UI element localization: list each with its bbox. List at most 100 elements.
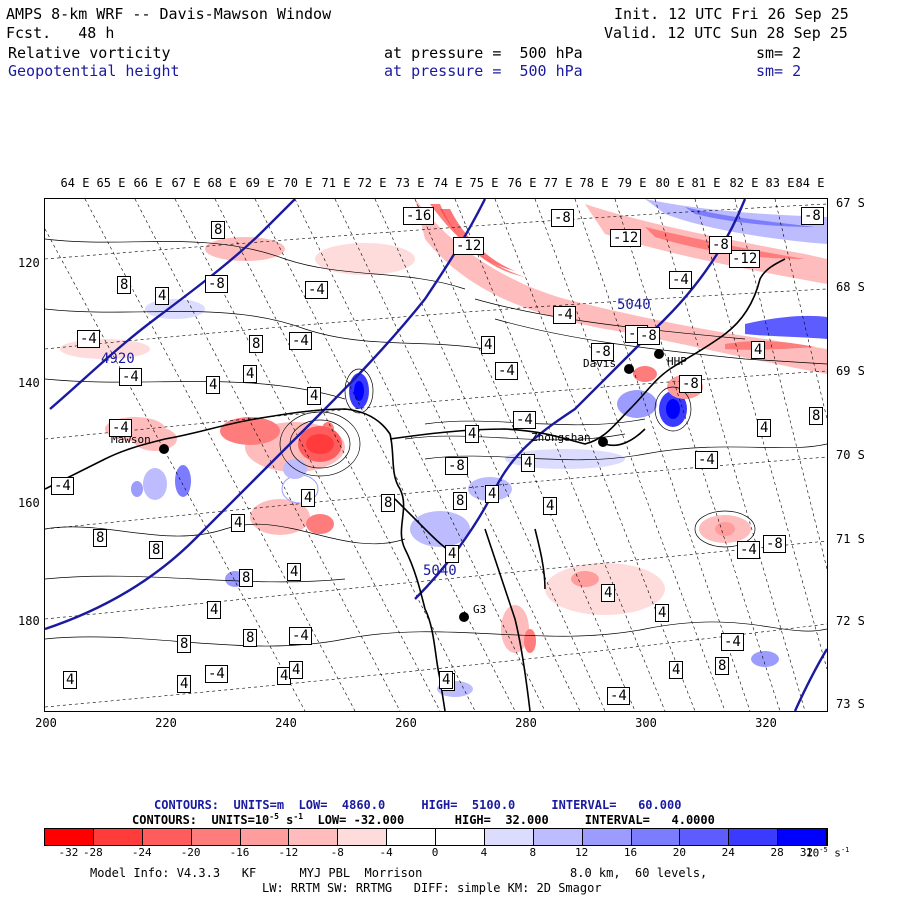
- colorbar-swatch: [240, 829, 290, 845]
- vorticity-value-label: -8: [709, 236, 732, 254]
- colorbar-swatch: [582, 829, 632, 845]
- longitude-label: 77 E: [543, 176, 573, 190]
- longitude-label: 75 E: [469, 176, 499, 190]
- colorbar-swatch: [289, 829, 339, 845]
- field1-name: Relative vorticity: [8, 44, 171, 62]
- vorticity-value-label: 8: [809, 407, 824, 425]
- vorticity-value-label: 4: [757, 419, 772, 437]
- vorticity-value-label: -4: [305, 281, 328, 299]
- vorticity-value-label: 8: [117, 276, 132, 294]
- vorticity-value-label: -4: [289, 627, 312, 645]
- latitude-label: 67 S: [836, 196, 865, 210]
- forecast-hour: Fcst. 48 h: [6, 24, 115, 42]
- vorticity-value-label: -4: [109, 419, 132, 437]
- vorticity-value-label: -8: [763, 535, 786, 553]
- colorbar-tick-label: -8: [330, 846, 344, 859]
- model-physics: LW: RRTM SW: RRTMG DIFF: simple KM: 2D S…: [262, 881, 602, 895]
- field2-level: at pressure = 500 hPa: [384, 62, 583, 80]
- colorbar-tick-label: 28: [770, 846, 784, 859]
- vorticity-map[interactable]: 4920 5040 5040 Mawson Davis Zhongshan HH…: [44, 198, 828, 712]
- longitude-label: 65 E: [96, 176, 126, 190]
- model-info: Model Info: V4.3.3 KF MYJ PBL Morrison: [90, 866, 423, 880]
- vorticity-value-label: 4: [543, 497, 558, 515]
- colorbar-tick-label: -24: [131, 846, 152, 859]
- colorbar: [44, 828, 828, 846]
- field1-smoothing: sm= 2: [756, 44, 802, 62]
- model-resolution: 8.0 km, 60 levels,: [570, 866, 708, 880]
- vorticity-value-label: 8: [453, 492, 468, 510]
- vorticity-value-label: -8: [445, 457, 468, 475]
- colorbar-swatch: [680, 829, 730, 845]
- colorbar-tick-label: 16: [623, 846, 638, 859]
- colorbar-swatch: [631, 829, 681, 845]
- latitude-label: 72 S: [836, 614, 865, 628]
- colorbar-tick-label: 0: [431, 846, 439, 859]
- latitude-label: 70 S: [836, 448, 865, 462]
- x-tick-label: 200: [35, 716, 57, 730]
- colorbar-swatch: [45, 829, 94, 845]
- valid-time: Valid. 12 UTC Sun 28 Sep 25: [604, 24, 848, 42]
- colorbar-tick-label: 12: [575, 846, 589, 859]
- vorticity-value-label: 4: [521, 454, 536, 472]
- vorticity-value-label: 8: [239, 569, 254, 587]
- longitude-label: 64 E: [60, 176, 90, 190]
- colorbar-tick-label: 20: [672, 846, 686, 859]
- vorticity-value-label: 8: [243, 629, 258, 647]
- vorticity-value-label: 8: [93, 529, 108, 547]
- height-label-5040-north: 5040: [617, 297, 651, 313]
- longitude-label: 74 E: [433, 176, 463, 190]
- y-tick-label: 120: [18, 256, 40, 270]
- height-label-4920: 4920: [101, 351, 135, 367]
- colorbar-swatch: [93, 829, 143, 845]
- vorticity-value-label: 8: [177, 635, 192, 653]
- colorbar-swatch: [436, 829, 485, 845]
- vorticity-value-label: -4: [289, 332, 312, 350]
- x-tick-label: 260: [395, 716, 417, 730]
- longitude-label: 69 E: [245, 176, 275, 190]
- x-tick-label: 300: [635, 716, 657, 730]
- vorticity-value-label: 8: [211, 221, 226, 239]
- vorticity-value-label: -4: [737, 541, 760, 559]
- vorticity-value-label: 8: [715, 657, 730, 675]
- longitude-label: 66 E: [133, 176, 163, 190]
- y-tick-label: 140: [18, 376, 40, 390]
- vorticity-value-label: -4: [205, 665, 228, 683]
- longitude-label: 76 E: [507, 176, 537, 190]
- vorticity-value-label: -12: [729, 250, 761, 268]
- latitude-label: 71 S: [836, 532, 865, 546]
- vorticity-contour-info: CONTOURS: UNITS=10-5 s-1 LOW= -32.000 HI…: [132, 812, 715, 827]
- vorticity-value-label: 4: [289, 661, 304, 679]
- vorticity-value-label: 8: [149, 541, 164, 559]
- longitude-label: 72 E: [357, 176, 387, 190]
- longitude-label: 80 E: [655, 176, 685, 190]
- vorticity-value-label: 4: [751, 341, 766, 359]
- vorticity-value-label: -8: [205, 275, 228, 293]
- geopotential-height-contours: [45, 199, 827, 711]
- vorticity-value-label: -4: [77, 330, 100, 348]
- vorticity-value-label: 8: [381, 494, 396, 512]
- colorbar-swatch: [191, 829, 241, 845]
- vorticity-value-label: -4: [51, 477, 74, 495]
- vorticity-value-label: -4: [553, 306, 576, 324]
- station-hhp: HHP: [667, 355, 687, 368]
- vorticity-value-label: 4: [669, 661, 684, 679]
- colorbar-tick-label: -20: [180, 846, 201, 859]
- vorticity-value-label: -8: [591, 343, 614, 361]
- latitude-label: 73 S: [836, 697, 865, 711]
- latitude-label: 68 S: [836, 280, 865, 294]
- vorticity-value-label: 4: [481, 336, 496, 354]
- field2-name: Geopotential height: [8, 62, 180, 80]
- x-tick-label: 240: [275, 716, 297, 730]
- colorbar-swatch: [338, 829, 388, 845]
- height-label-5040-south: 5040: [423, 563, 457, 579]
- longitude-label: 73 E: [395, 176, 425, 190]
- vorticity-value-label: -8: [637, 327, 660, 345]
- y-tick-label: 160: [18, 496, 40, 510]
- longitude-label: 81 E: [691, 176, 721, 190]
- colorbar-tick-label: 4: [480, 846, 488, 859]
- colorbar-tick-label: -12: [278, 846, 299, 859]
- vorticity-value-label: -16: [403, 207, 435, 225]
- colorbar-tick-label: 24: [721, 846, 735, 859]
- vorticity-value-label: 4: [485, 485, 500, 503]
- y-tick-label: 180: [18, 614, 40, 628]
